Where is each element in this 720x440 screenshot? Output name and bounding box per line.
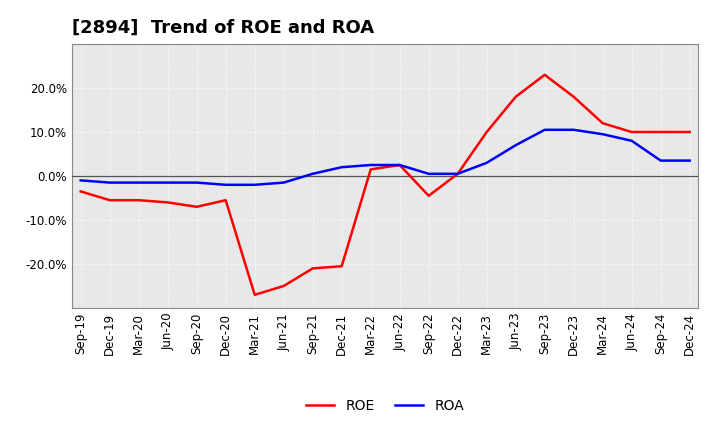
- ROA: [308, 171, 317, 176]
- ROE: [135, 198, 143, 203]
- ROE: [454, 171, 462, 176]
- ROA: [627, 138, 636, 143]
- ROA: [105, 180, 114, 185]
- ROE: [482, 129, 491, 135]
- ROE: [221, 198, 230, 203]
- ROA: [192, 180, 201, 185]
- ROE: [105, 198, 114, 203]
- ROE: [685, 129, 694, 135]
- ROE: [338, 264, 346, 269]
- ROA: [598, 132, 607, 137]
- ROE: [279, 283, 288, 289]
- ROE: [627, 129, 636, 135]
- ROA: [279, 180, 288, 185]
- ROA: [570, 127, 578, 132]
- ROA: [221, 182, 230, 187]
- ROA: [685, 158, 694, 163]
- ROE: [511, 94, 520, 99]
- Line: ROA: ROA: [81, 130, 690, 185]
- ROA: [657, 158, 665, 163]
- Text: [2894]  Trend of ROE and ROA: [2894] Trend of ROE and ROA: [72, 19, 374, 37]
- ROE: [541, 72, 549, 77]
- ROA: [135, 180, 143, 185]
- ROA: [76, 178, 85, 183]
- Line: ROE: ROE: [81, 75, 690, 295]
- ROA: [163, 180, 172, 185]
- ROE: [251, 292, 259, 297]
- ROE: [308, 266, 317, 271]
- ROE: [76, 189, 85, 194]
- ROE: [570, 94, 578, 99]
- ROA: [251, 182, 259, 187]
- ROA: [338, 165, 346, 170]
- ROA: [366, 162, 375, 168]
- ROA: [424, 171, 433, 176]
- ROA: [395, 162, 404, 168]
- ROE: [424, 193, 433, 198]
- ROE: [395, 162, 404, 168]
- Legend: ROE, ROA: ROE, ROA: [307, 400, 464, 414]
- ROA: [541, 127, 549, 132]
- ROE: [163, 200, 172, 205]
- ROE: [192, 204, 201, 209]
- ROE: [657, 129, 665, 135]
- ROA: [482, 160, 491, 165]
- ROA: [511, 143, 520, 148]
- ROE: [366, 167, 375, 172]
- ROA: [454, 171, 462, 176]
- ROE: [598, 121, 607, 126]
